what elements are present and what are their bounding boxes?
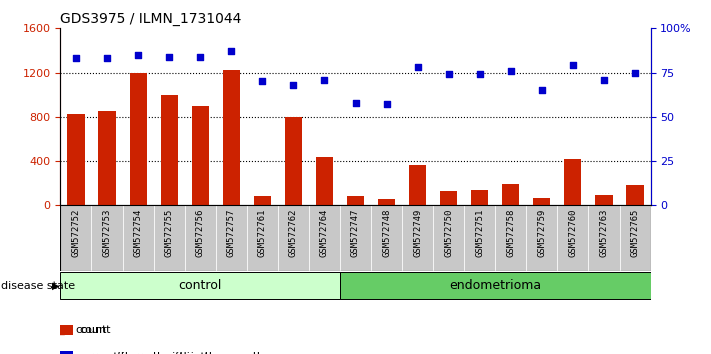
Bar xyxy=(409,166,426,205)
FancyBboxPatch shape xyxy=(247,205,278,271)
Bar xyxy=(347,196,364,205)
Bar xyxy=(502,184,519,205)
Bar xyxy=(68,114,85,205)
Point xyxy=(102,56,113,61)
Bar xyxy=(129,73,146,205)
Text: GSM572762: GSM572762 xyxy=(289,209,298,257)
FancyBboxPatch shape xyxy=(526,205,557,271)
Bar xyxy=(60,351,73,354)
Point xyxy=(288,82,299,88)
FancyBboxPatch shape xyxy=(60,205,92,271)
Text: GSM572748: GSM572748 xyxy=(382,209,391,257)
FancyBboxPatch shape xyxy=(185,205,215,271)
Point xyxy=(567,63,579,68)
Bar xyxy=(99,111,116,205)
Text: GSM572757: GSM572757 xyxy=(227,209,236,257)
Text: GSM572761: GSM572761 xyxy=(258,209,267,257)
Text: control: control xyxy=(178,279,222,292)
FancyBboxPatch shape xyxy=(92,205,122,271)
FancyBboxPatch shape xyxy=(496,205,526,271)
Text: percentile rank within the sample: percentile rank within the sample xyxy=(75,352,263,354)
Text: GSM572758: GSM572758 xyxy=(506,209,515,257)
Bar xyxy=(223,70,240,205)
Text: GSM572750: GSM572750 xyxy=(444,209,453,257)
FancyBboxPatch shape xyxy=(278,205,309,271)
Text: count: count xyxy=(75,325,107,335)
Point xyxy=(132,52,144,58)
Point xyxy=(443,72,454,77)
Point xyxy=(195,54,206,59)
FancyBboxPatch shape xyxy=(309,205,340,271)
Bar xyxy=(378,199,395,205)
FancyBboxPatch shape xyxy=(464,205,496,271)
FancyBboxPatch shape xyxy=(154,205,185,271)
FancyBboxPatch shape xyxy=(340,205,371,271)
Point xyxy=(412,64,423,70)
Point xyxy=(474,72,486,77)
FancyBboxPatch shape xyxy=(371,205,402,271)
Text: GSM572764: GSM572764 xyxy=(320,209,329,257)
FancyBboxPatch shape xyxy=(433,205,464,271)
Text: GSM572747: GSM572747 xyxy=(351,209,360,257)
Text: GSM572753: GSM572753 xyxy=(102,209,112,257)
Text: GSM572752: GSM572752 xyxy=(72,209,80,257)
Text: ▶: ▶ xyxy=(52,281,60,291)
FancyBboxPatch shape xyxy=(557,205,589,271)
Bar xyxy=(595,195,612,205)
Bar xyxy=(285,117,302,205)
Text: GSM572765: GSM572765 xyxy=(631,209,639,257)
Text: endometrioma: endometrioma xyxy=(449,279,541,292)
Bar xyxy=(626,185,643,205)
FancyBboxPatch shape xyxy=(215,205,247,271)
Text: GSM572751: GSM572751 xyxy=(475,209,484,257)
Text: disease state: disease state xyxy=(1,281,75,291)
Point xyxy=(350,100,361,105)
Bar xyxy=(192,106,209,205)
Text: GSM572755: GSM572755 xyxy=(165,209,173,257)
Text: GSM572756: GSM572756 xyxy=(196,209,205,257)
Point xyxy=(164,54,175,59)
Text: GSM572760: GSM572760 xyxy=(568,209,577,257)
Text: percentile rank within the sample: percentile rank within the sample xyxy=(79,352,267,354)
Text: GSM572763: GSM572763 xyxy=(599,209,609,257)
Point xyxy=(381,102,392,107)
FancyBboxPatch shape xyxy=(340,272,651,299)
Text: GSM572759: GSM572759 xyxy=(538,209,546,257)
Text: count: count xyxy=(79,325,111,335)
FancyBboxPatch shape xyxy=(60,272,340,299)
Point xyxy=(629,70,641,75)
Bar xyxy=(440,191,457,205)
Bar xyxy=(60,325,73,336)
Text: GDS3975 / ILMN_1731044: GDS3975 / ILMN_1731044 xyxy=(60,12,242,26)
Point xyxy=(319,77,330,82)
Text: GSM572749: GSM572749 xyxy=(413,209,422,257)
Bar xyxy=(533,198,550,205)
Point xyxy=(257,79,268,84)
Point xyxy=(70,56,82,61)
Bar xyxy=(161,95,178,205)
Point xyxy=(55,327,66,333)
Bar xyxy=(565,159,582,205)
Bar xyxy=(316,156,333,205)
FancyBboxPatch shape xyxy=(619,205,651,271)
FancyBboxPatch shape xyxy=(402,205,433,271)
Bar xyxy=(471,190,488,205)
Point xyxy=(598,77,609,82)
FancyBboxPatch shape xyxy=(122,205,154,271)
FancyBboxPatch shape xyxy=(589,205,619,271)
Text: GSM572754: GSM572754 xyxy=(134,209,143,257)
Point xyxy=(536,87,547,93)
Point xyxy=(505,68,516,74)
Bar xyxy=(254,196,271,205)
Point xyxy=(225,48,237,54)
